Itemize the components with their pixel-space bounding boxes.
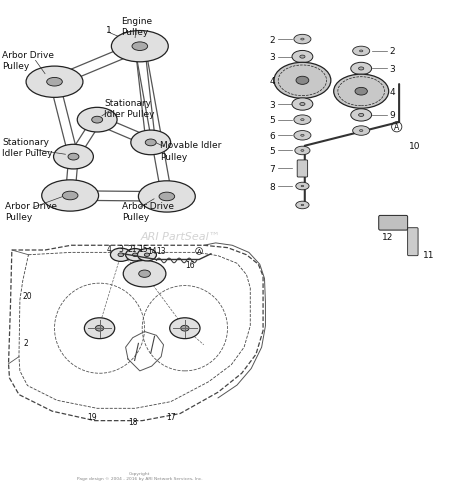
Text: Movable Idler
Pulley: Movable Idler Pulley: [160, 141, 221, 161]
Text: 12: 12: [382, 232, 393, 241]
Ellipse shape: [334, 75, 389, 109]
Ellipse shape: [296, 202, 309, 209]
Ellipse shape: [111, 32, 168, 63]
Text: A: A: [197, 248, 201, 255]
Text: 20: 20: [23, 291, 32, 300]
Ellipse shape: [54, 145, 93, 170]
Text: 4: 4: [390, 88, 395, 97]
Ellipse shape: [359, 51, 363, 53]
Text: 3: 3: [269, 53, 275, 62]
Text: 9: 9: [390, 111, 395, 120]
Ellipse shape: [95, 326, 104, 332]
Ellipse shape: [294, 131, 311, 141]
Ellipse shape: [300, 103, 305, 106]
Text: Arbor Drive
Pulley: Arbor Drive Pulley: [122, 202, 174, 222]
Text: 10: 10: [409, 142, 420, 151]
Ellipse shape: [296, 183, 309, 190]
Text: 11: 11: [423, 250, 434, 260]
Text: 3: 3: [390, 65, 395, 74]
FancyBboxPatch shape: [408, 228, 418, 256]
Text: 6: 6: [269, 132, 275, 140]
Ellipse shape: [294, 116, 311, 125]
Ellipse shape: [138, 181, 195, 212]
Ellipse shape: [63, 192, 78, 200]
Ellipse shape: [132, 254, 137, 257]
Ellipse shape: [301, 135, 304, 137]
Ellipse shape: [132, 43, 147, 52]
Ellipse shape: [358, 68, 364, 71]
Ellipse shape: [42, 180, 99, 212]
Ellipse shape: [301, 150, 304, 152]
Ellipse shape: [144, 254, 149, 257]
Ellipse shape: [351, 63, 372, 76]
Text: Stationary
Idler Pulley: Stationary Idler Pulley: [2, 137, 53, 157]
Text: 2: 2: [269, 36, 275, 45]
Ellipse shape: [274, 63, 331, 99]
Ellipse shape: [294, 35, 311, 45]
Text: 16: 16: [185, 260, 194, 269]
Ellipse shape: [46, 78, 63, 87]
Ellipse shape: [145, 140, 156, 146]
FancyBboxPatch shape: [379, 216, 408, 230]
Ellipse shape: [353, 47, 370, 57]
Text: ARI PartSeal™: ARI PartSeal™: [140, 231, 220, 241]
Ellipse shape: [118, 254, 124, 257]
Ellipse shape: [126, 249, 145, 262]
Ellipse shape: [301, 39, 304, 41]
Ellipse shape: [77, 108, 117, 133]
Text: 17: 17: [166, 412, 175, 421]
Ellipse shape: [139, 271, 150, 278]
Text: 15: 15: [138, 244, 148, 254]
Ellipse shape: [300, 56, 305, 59]
Ellipse shape: [358, 114, 364, 117]
Ellipse shape: [170, 318, 200, 339]
Ellipse shape: [137, 249, 156, 262]
Ellipse shape: [123, 261, 166, 288]
Text: 13: 13: [156, 247, 166, 256]
Ellipse shape: [84, 318, 115, 339]
Text: 2: 2: [390, 47, 395, 56]
Text: 3: 3: [269, 100, 275, 109]
Ellipse shape: [91, 117, 103, 124]
Text: 3: 3: [118, 244, 123, 254]
Ellipse shape: [110, 248, 131, 262]
Ellipse shape: [159, 193, 174, 201]
Text: Engine
Pulley: Engine Pulley: [121, 17, 152, 37]
Ellipse shape: [301, 186, 304, 187]
Ellipse shape: [181, 326, 189, 332]
Text: 18: 18: [128, 417, 137, 426]
Text: 4: 4: [269, 77, 275, 86]
Ellipse shape: [295, 147, 310, 155]
Ellipse shape: [359, 130, 363, 132]
Text: 2: 2: [24, 338, 28, 347]
Text: Arbor Drive
Pulley: Arbor Drive Pulley: [5, 201, 57, 221]
Ellipse shape: [131, 131, 171, 155]
Ellipse shape: [292, 99, 313, 111]
FancyBboxPatch shape: [297, 161, 308, 178]
Ellipse shape: [296, 77, 309, 85]
Text: 5: 5: [269, 116, 275, 125]
Ellipse shape: [68, 154, 79, 161]
Ellipse shape: [301, 205, 304, 206]
Text: 14: 14: [147, 246, 156, 255]
Text: 5: 5: [269, 147, 275, 156]
Text: Stationary
Idler Pulley: Stationary Idler Pulley: [104, 99, 155, 119]
Text: 7: 7: [269, 165, 275, 174]
Text: 4: 4: [107, 244, 111, 254]
Ellipse shape: [26, 67, 83, 98]
Text: 21: 21: [128, 244, 137, 254]
Ellipse shape: [351, 110, 372, 122]
Text: Copyright
Page design © 2004 - 2016 by ARI Network Services, Inc.: Copyright Page design © 2004 - 2016 by A…: [77, 470, 203, 480]
Text: 19: 19: [88, 412, 97, 421]
Text: 8: 8: [269, 182, 275, 191]
Ellipse shape: [301, 119, 304, 121]
Ellipse shape: [292, 51, 313, 64]
Text: A: A: [394, 123, 400, 132]
Text: 1: 1: [106, 26, 112, 35]
Ellipse shape: [355, 88, 367, 96]
Text: Arbor Drive
Pulley: Arbor Drive Pulley: [2, 51, 55, 71]
Ellipse shape: [353, 127, 370, 136]
